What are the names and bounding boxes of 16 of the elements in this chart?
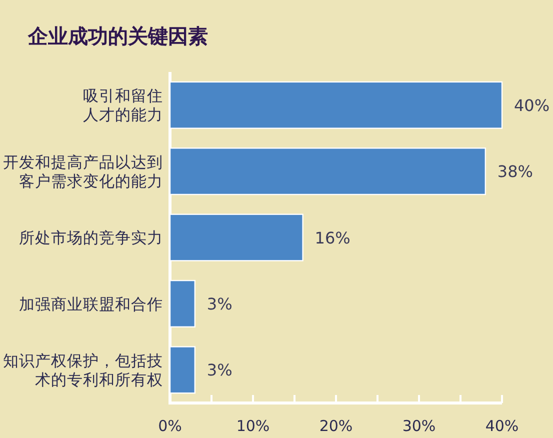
y-tick-label: 知识产权保护，包括技术的专利和所有权	[3, 352, 163, 389]
y-tick-label: 吸引和留住人才的能力	[83, 87, 163, 124]
x-tick-label: 0%	[158, 417, 182, 435]
x-tick-label: 40%	[485, 417, 519, 435]
data-label: 16%	[314, 228, 350, 248]
x-tick-label: 10%	[236, 417, 270, 435]
data-label: 3%	[206, 360, 232, 380]
x-tick-label: 20%	[319, 417, 353, 435]
y-tick-label: 加强商业联盟和合作	[19, 295, 163, 314]
data-label: 38%	[497, 162, 533, 182]
y-tick-label: 所处市场的竞争实力	[19, 229, 163, 248]
data-label: 3%	[206, 294, 232, 314]
y-tick-label: 开发和提高产品以达到客户需求变化的能力	[3, 153, 163, 190]
data-label: 40%	[514, 96, 550, 115]
chart-title: 企业成功的关键因素	[27, 24, 208, 48]
x-tick-label: 30%	[402, 417, 436, 435]
